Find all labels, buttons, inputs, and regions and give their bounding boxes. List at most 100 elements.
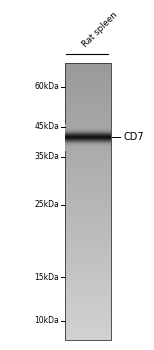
Bar xyxy=(65,234,111,235)
Bar xyxy=(65,179,111,180)
Bar xyxy=(65,130,111,131)
Bar xyxy=(65,96,111,97)
Bar xyxy=(65,83,111,84)
Bar xyxy=(65,149,111,150)
Bar xyxy=(65,188,111,189)
Bar xyxy=(65,205,111,206)
Bar xyxy=(65,190,111,191)
Bar xyxy=(65,318,111,319)
Bar xyxy=(65,172,111,173)
Bar xyxy=(65,199,111,200)
Bar xyxy=(65,239,111,240)
Bar xyxy=(65,134,111,135)
Bar xyxy=(65,249,111,250)
Bar xyxy=(65,144,111,145)
Bar xyxy=(65,133,111,134)
Bar xyxy=(65,302,111,303)
Bar xyxy=(65,67,111,68)
Text: 60kDa: 60kDa xyxy=(34,82,59,91)
Bar xyxy=(65,134,111,135)
Bar xyxy=(65,129,111,130)
Bar xyxy=(65,277,111,278)
Bar xyxy=(65,217,111,218)
Bar xyxy=(65,292,111,293)
Text: 35kDa: 35kDa xyxy=(34,152,59,161)
Bar xyxy=(65,63,111,339)
Bar xyxy=(65,107,111,108)
Bar xyxy=(65,128,111,129)
Bar xyxy=(65,233,111,235)
Bar xyxy=(65,317,111,318)
Bar xyxy=(65,66,111,67)
Bar xyxy=(65,201,111,202)
Bar xyxy=(65,276,111,277)
Bar xyxy=(65,141,111,142)
Bar xyxy=(65,243,111,244)
Bar xyxy=(65,163,111,164)
Bar xyxy=(65,175,111,176)
Bar xyxy=(65,161,111,162)
Bar xyxy=(65,332,111,333)
Bar xyxy=(65,108,111,109)
Bar xyxy=(65,251,111,252)
Bar xyxy=(65,327,111,328)
Bar xyxy=(65,322,111,323)
Bar xyxy=(65,329,111,330)
Bar xyxy=(65,320,111,321)
Bar xyxy=(65,228,111,229)
Bar xyxy=(65,137,111,138)
Bar xyxy=(65,287,111,288)
Bar xyxy=(65,148,111,149)
Bar xyxy=(65,112,111,113)
Bar xyxy=(65,74,111,75)
Bar xyxy=(65,72,111,73)
Bar xyxy=(65,77,111,78)
Bar xyxy=(65,247,111,248)
Bar xyxy=(65,133,111,134)
Bar xyxy=(65,294,111,295)
Bar xyxy=(65,142,111,143)
Bar xyxy=(65,209,111,210)
Bar xyxy=(65,131,111,132)
Bar xyxy=(65,117,111,118)
Bar xyxy=(65,261,111,262)
Bar xyxy=(65,278,111,279)
Bar xyxy=(65,170,111,172)
Bar xyxy=(65,97,111,98)
Bar xyxy=(65,296,111,297)
Bar xyxy=(65,337,111,338)
Bar xyxy=(65,339,111,340)
Text: CD7: CD7 xyxy=(123,132,144,142)
Bar xyxy=(65,155,111,156)
Bar xyxy=(65,137,111,138)
Bar xyxy=(65,142,111,143)
Bar xyxy=(65,120,111,121)
Bar xyxy=(65,212,111,213)
Bar xyxy=(65,146,111,147)
Bar xyxy=(65,149,111,150)
Bar xyxy=(65,125,111,126)
Bar xyxy=(65,124,111,125)
Text: 10kDa: 10kDa xyxy=(34,316,59,325)
Bar xyxy=(65,230,111,231)
Bar xyxy=(65,158,111,159)
Bar xyxy=(65,145,111,146)
Bar xyxy=(65,229,111,230)
Bar xyxy=(65,124,111,125)
Bar xyxy=(65,116,111,117)
Text: 15kDa: 15kDa xyxy=(34,273,59,282)
Bar xyxy=(65,146,111,147)
Bar xyxy=(65,86,111,88)
Bar xyxy=(65,321,111,322)
Bar xyxy=(65,181,111,182)
Bar xyxy=(65,127,111,128)
Bar xyxy=(65,200,111,201)
Bar xyxy=(65,293,111,294)
Bar xyxy=(65,142,111,143)
Bar xyxy=(65,160,111,161)
Bar xyxy=(65,237,111,238)
Bar xyxy=(65,129,111,130)
Bar xyxy=(65,216,111,217)
Bar xyxy=(65,91,111,92)
Bar xyxy=(65,180,111,181)
